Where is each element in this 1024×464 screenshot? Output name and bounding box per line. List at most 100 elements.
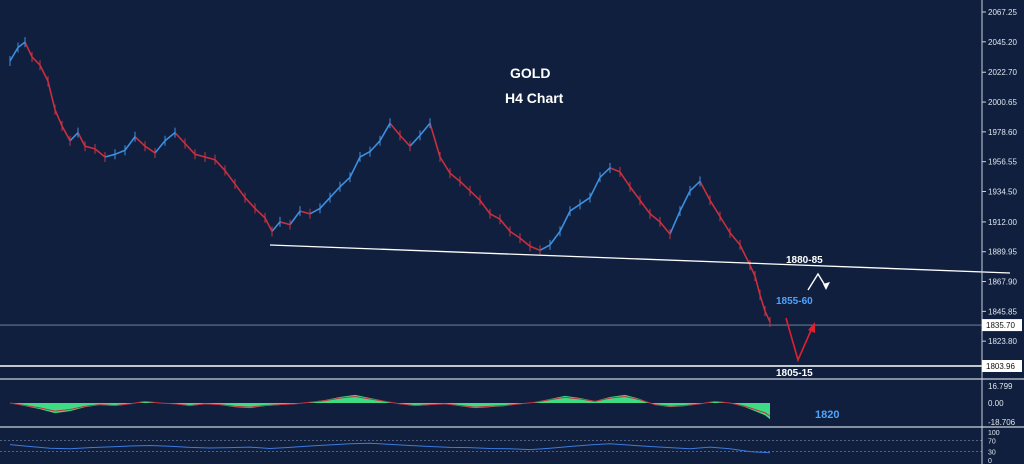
price-segment xyxy=(759,294,766,312)
price-segment xyxy=(639,199,651,215)
price-segment xyxy=(69,132,79,142)
price-tick-label: 2000.65 xyxy=(988,98,1017,107)
price-segment xyxy=(569,203,581,212)
price-tick-label: 2067.25 xyxy=(988,8,1017,17)
rsi-tick-label: 30 xyxy=(988,450,996,457)
price-segment xyxy=(709,199,721,217)
price-segment xyxy=(429,122,441,158)
projection-arrowhead xyxy=(808,322,815,333)
price-segment xyxy=(749,264,756,277)
projection-high-label: 1855-60 xyxy=(776,296,813,307)
price-segment xyxy=(549,230,561,246)
price-segment xyxy=(17,41,26,49)
price-segment xyxy=(54,109,63,127)
support-price-badge xyxy=(982,360,1022,372)
price-segment xyxy=(509,230,521,239)
chart-subtitle: H4 Chart xyxy=(505,90,564,106)
price-segment xyxy=(419,122,431,136)
rsi-tick-label: 100 xyxy=(988,430,1000,437)
price-segment xyxy=(529,245,541,252)
rsi-tick-label: 0 xyxy=(988,458,992,464)
price-segment xyxy=(329,186,341,199)
price-tick-label: 2022.70 xyxy=(988,68,1017,77)
price-segment xyxy=(61,125,71,142)
price-tick-label: 1956.55 xyxy=(988,158,1017,167)
price-segment xyxy=(729,232,741,246)
price-segment xyxy=(271,221,281,232)
current-price-label: 1835.70 xyxy=(986,321,1015,330)
price-segment xyxy=(379,122,391,142)
price-tick-label: 2045.20 xyxy=(988,38,1017,47)
price-segment xyxy=(399,134,411,147)
price-segment xyxy=(289,210,301,226)
price-segment xyxy=(224,170,236,185)
projection-low-label: 1805-15 xyxy=(776,368,813,379)
oscillator-tick-label: 0.00 xyxy=(988,399,1004,408)
chart-title: GOLD xyxy=(510,65,551,81)
price-segment xyxy=(579,196,591,206)
price-segment xyxy=(629,186,641,201)
price-segment xyxy=(459,180,471,192)
price-segment xyxy=(409,134,421,147)
price-segment xyxy=(539,244,551,252)
price-segment xyxy=(669,210,681,235)
price-segment xyxy=(649,213,661,223)
price-segment xyxy=(349,156,361,178)
price-segment xyxy=(184,142,196,155)
oscillator-annotation: 1820 xyxy=(815,409,839,421)
price-segment xyxy=(469,190,481,201)
projection-arrow xyxy=(785,317,813,363)
price-segment xyxy=(369,140,381,153)
price-segment xyxy=(449,172,461,182)
oscillator-tick-label: 16.799 xyxy=(988,382,1013,391)
price-tick-label: 1823.80 xyxy=(988,337,1017,346)
price-segment xyxy=(134,136,146,147)
main-price-panel: 1880-85 1855-60 1805-15 xyxy=(0,37,1024,428)
price-segment xyxy=(84,145,96,150)
rsi-panel xyxy=(0,440,982,454)
price-segment xyxy=(114,149,126,156)
price-segment xyxy=(519,237,531,247)
price-segment xyxy=(659,221,671,235)
price-segment xyxy=(719,216,731,234)
price-segment xyxy=(599,167,611,178)
price-segment xyxy=(309,207,321,215)
price-segment xyxy=(144,145,156,154)
price-segment xyxy=(194,153,206,158)
price-segment xyxy=(499,218,511,232)
price-segment xyxy=(264,217,273,232)
price-segment xyxy=(279,221,291,226)
price-segment xyxy=(174,132,186,145)
price-segment xyxy=(254,207,266,219)
rsi-tick-label: 70 xyxy=(988,438,996,445)
price-segment xyxy=(244,197,256,209)
price-segment xyxy=(154,140,166,154)
rsi-line xyxy=(9,442,771,454)
price-segment xyxy=(589,176,601,198)
price-segment xyxy=(389,122,401,136)
support-price-label: 1803.96 xyxy=(986,362,1015,371)
price-segment xyxy=(77,132,86,147)
trendline xyxy=(269,244,1011,274)
price-segment xyxy=(319,197,331,209)
price-tick-label: 1867.90 xyxy=(988,278,1017,287)
resistance-arrow xyxy=(807,272,827,291)
price-segment xyxy=(39,64,49,82)
price-segment xyxy=(679,190,691,212)
price-segment xyxy=(764,310,771,323)
resistance-arrowhead xyxy=(823,282,830,290)
price-segment xyxy=(359,150,371,158)
price-segment xyxy=(94,148,106,158)
oscillator-signal-line xyxy=(9,396,771,417)
oscillator-tick-label: -18.706 xyxy=(988,418,1016,427)
price-segment xyxy=(339,176,351,188)
price-segment xyxy=(214,159,226,172)
price-segment xyxy=(31,56,41,66)
price-segment xyxy=(47,81,56,110)
price-segment xyxy=(234,183,246,199)
price-segment xyxy=(609,167,621,173)
price-segment xyxy=(299,210,311,215)
price-tick-label: 1845.85 xyxy=(988,307,1017,316)
price-segment xyxy=(754,275,761,296)
